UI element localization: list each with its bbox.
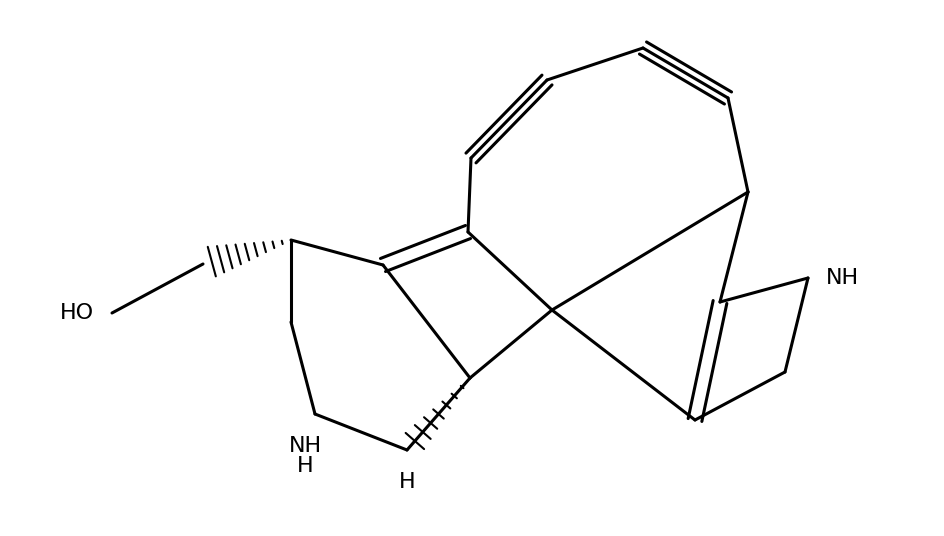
- Text: NH: NH: [289, 436, 322, 456]
- Text: H: H: [398, 472, 415, 492]
- Text: H: H: [296, 456, 313, 476]
- Text: NH: NH: [826, 268, 859, 288]
- Text: HO: HO: [59, 303, 94, 323]
